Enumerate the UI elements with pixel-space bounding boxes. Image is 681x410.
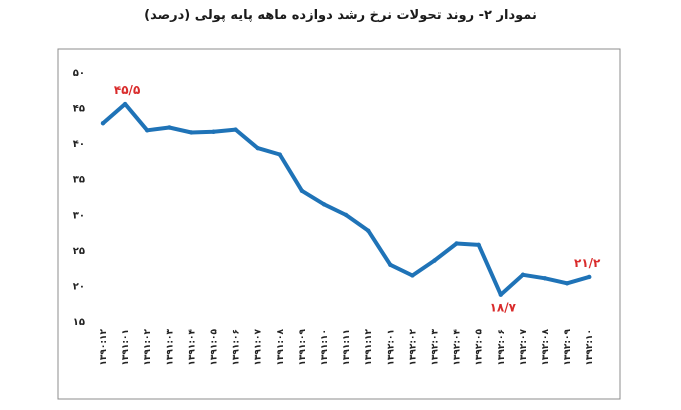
series-line [101,102,592,297]
data-point [454,241,459,246]
data-point [520,272,526,277]
data-point [145,128,150,133]
data-point [100,121,106,126]
x-tick-label: ۱۳۹۲:۰۴ [453,328,463,365]
chart-title: نمودار ۲- روند تحولات نرخ رشد دوازده ماه… [144,8,537,23]
chart-frame [57,48,621,400]
x-tick-label: ۱۳۹۲:۰۹ [563,328,573,365]
y-tick-label: ۴۰ [73,139,85,150]
data-point [343,212,349,218]
x-tick-label: ۱۳۹۱:۱۰ [320,329,330,366]
data-labels: ۴۵/۵ ۱۸/۷ ۲۱/۲ [114,83,601,315]
data-point [432,258,437,263]
y-tick-label: ۱۵ [73,317,85,328]
x-tick-label: ۱۳۹۱:۱۲ [364,328,374,365]
data-label: ۱۸/۷ [490,301,517,315]
data-point [498,292,503,297]
y-tick-label: ۵۰ [73,68,85,79]
data-point [564,281,570,286]
series-points [100,101,592,297]
x-axis: ۱۳۹۰:۱۲ ۱۳۹۱:۰۱ ۱۳۹۱:۰۲ ۱۳۹۱:۰۳ ۱۳۹۱:۰۴ ۱۳۹۱:… [99,328,595,365]
x-tick-label: ۱۳۹۱:۰۵ [210,328,220,365]
data-point [189,130,194,135]
x-tick-label: ۱۳۹۱:۰۶ [232,329,242,366]
data-label: ۴۵/۵ [114,83,140,97]
data-point [587,274,592,280]
x-tick-label: ۱۳۹۲:۰۸ [541,328,551,365]
data-point [321,202,327,207]
y-axis: ۱۵ ۲۰ ۲۵ ۳۰ ۳۵ ۴۰ ۴۵ ۵۰ [73,68,85,328]
data-point [122,101,128,107]
x-tick-label: ۱۳۹۱:۰۴ [187,328,197,365]
x-tick-label: ۱۳۹۲:۰۷ [519,328,529,365]
data-point [410,273,415,278]
x-tick-label: ۱۳۹۰:۱۲ [99,328,109,365]
data-label: ۲۱/۲ [574,256,601,270]
data-point [255,145,260,151]
x-tick-label: ۱۳۹۲:۰۳ [431,328,441,365]
x-tick-label: ۱۳۹۲:۰۱ [386,329,396,366]
x-tick-label: ۱۳۹۱:۰۹ [298,328,308,365]
x-tick-label: ۱۳۹۲:۱۰ [585,329,595,366]
x-tick-label: ۱۳۹۲:۰۲ [408,328,418,365]
data-point [233,127,238,132]
y-tick-label: ۳۵ [73,175,85,186]
x-tick-label: ۱۳۹۱:۰۲ [143,328,153,365]
x-tick-label: ۱۳۹۱:۰۳ [165,328,175,365]
data-point [366,228,371,233]
y-tick-label: ۲۰ [73,281,85,292]
data-point [167,125,172,130]
y-tick-label: ۳۰ [73,210,85,221]
data-point [388,262,393,267]
x-tick-label: ۱۳۹۱:۱۱ [342,329,352,366]
y-tick-label: ۴۵ [73,104,85,115]
x-tick-label: ۱۳۹۲:۰۶ [497,329,507,366]
data-point [211,129,216,134]
data-point [299,188,305,194]
data-point [476,242,481,248]
x-tick-label: ۱۳۹۱:۰۷ [254,328,264,365]
x-tick-label: ۱۳۹۱:۰۸ [276,328,286,365]
data-point [542,276,548,281]
x-tick-label: ۱۳۹۱:۰۱ [121,329,131,366]
x-tick-label: ۱۳۹۲:۰۵ [475,328,485,365]
y-tick-label: ۲۵ [73,246,85,257]
data-point [277,152,282,157]
